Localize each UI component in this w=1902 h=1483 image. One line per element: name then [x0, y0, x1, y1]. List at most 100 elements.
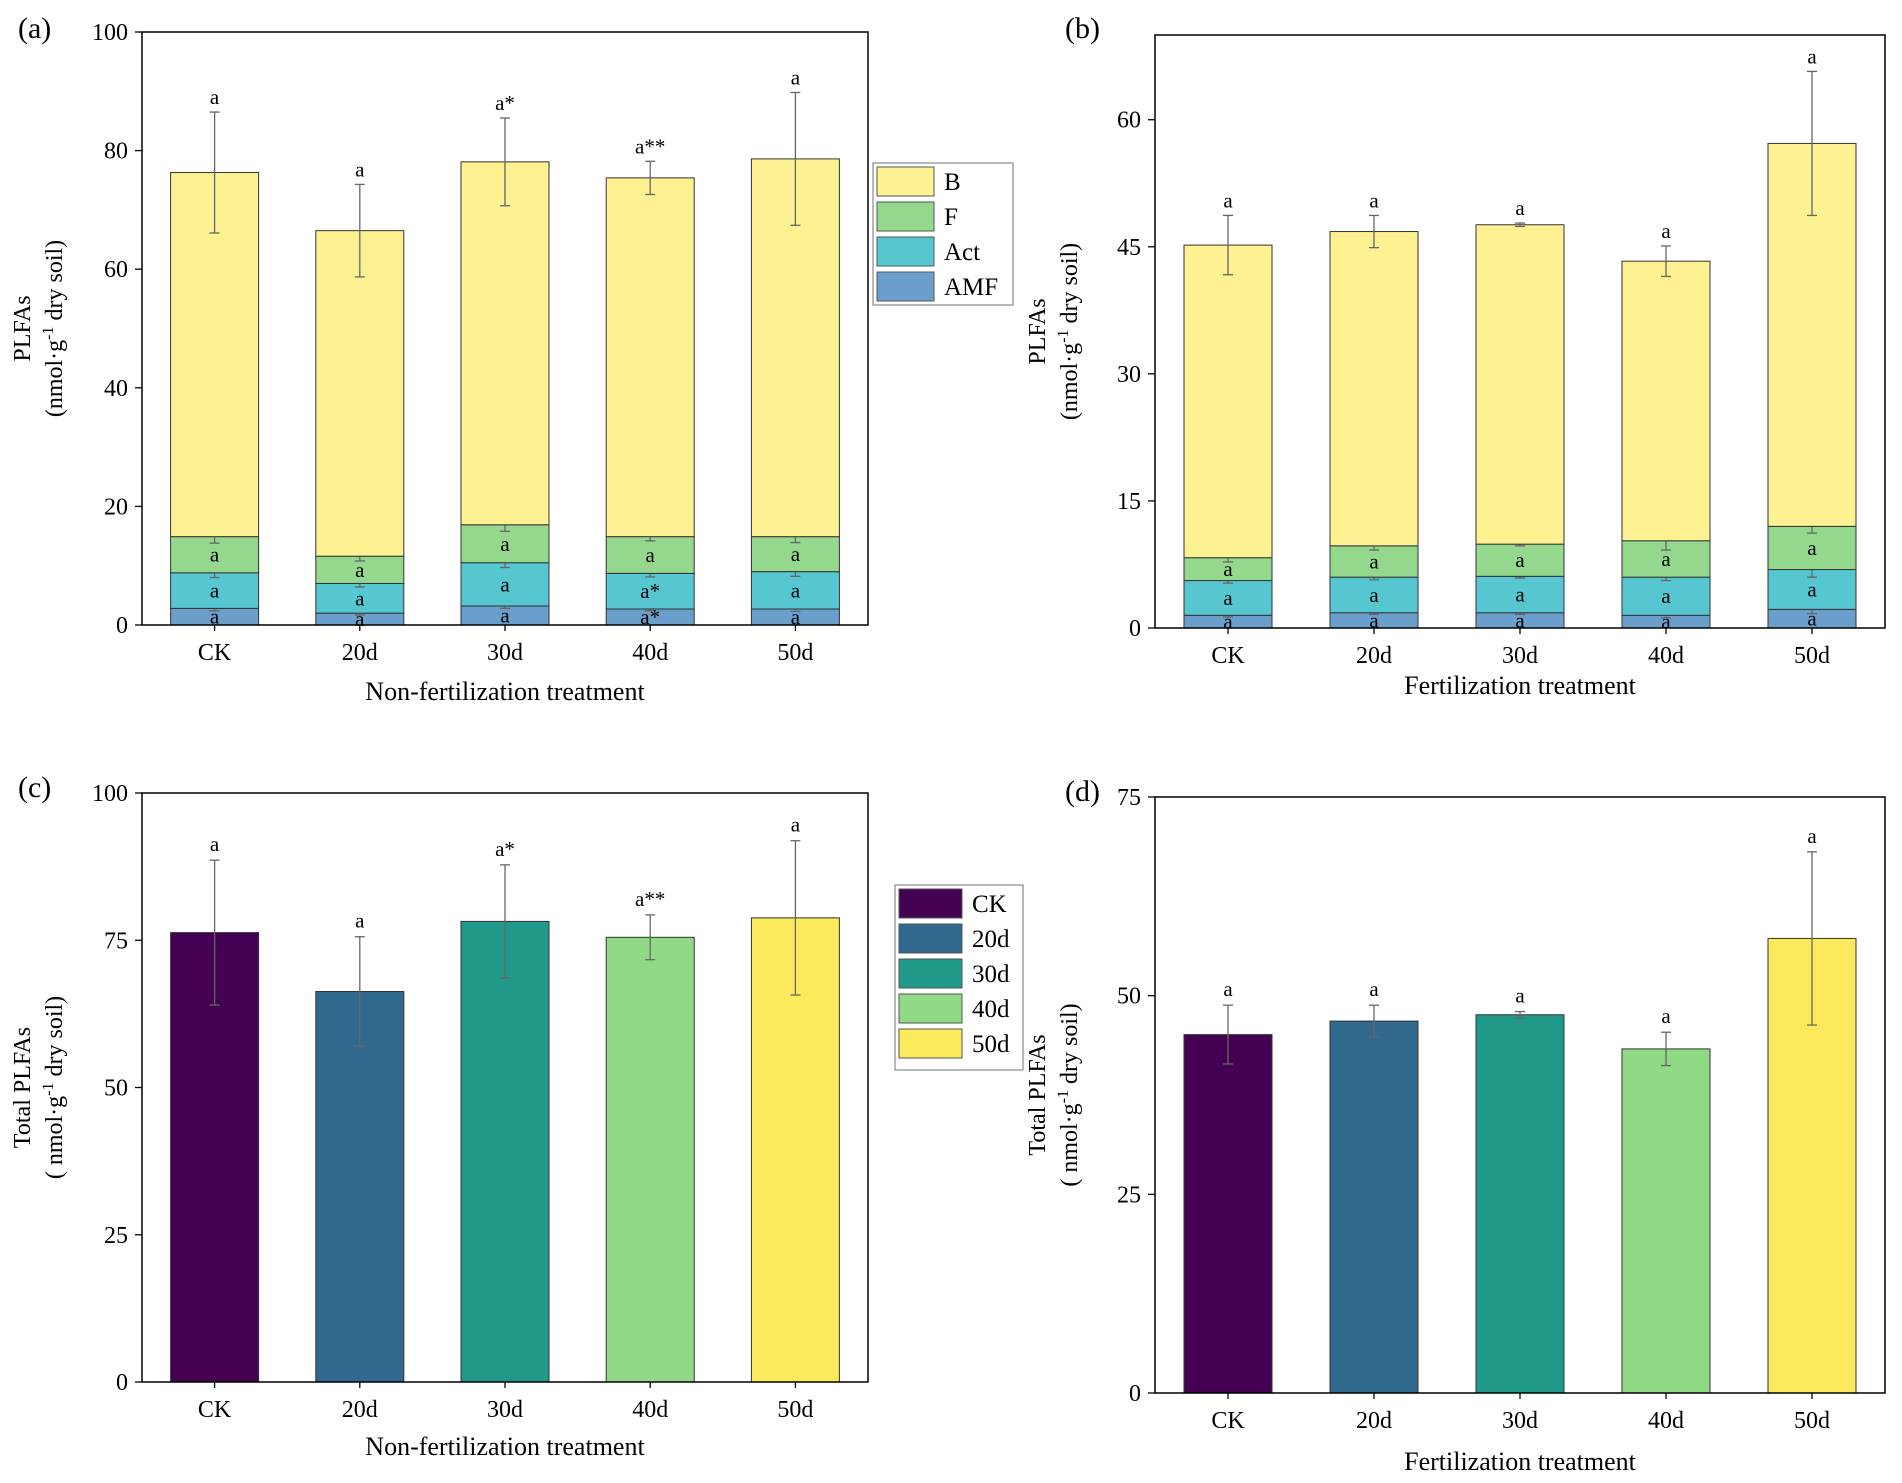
- bar-b-50d: [750, 158, 840, 538]
- significance-label: a: [210, 579, 220, 603]
- bar-b-40d: [1621, 260, 1711, 542]
- x-axis-label: Non-fertilization treatment: [365, 677, 645, 706]
- significance-label: a: [210, 543, 220, 567]
- x-axis-label: Fertilization treatment: [1404, 671, 1637, 700]
- y-axis-label-superscript: -1: [1055, 1090, 1072, 1103]
- significance-label: a: [1807, 536, 1817, 560]
- y-axis-label-units: (nmol·g-1 dry soil): [1055, 243, 1083, 420]
- x-tick-label: CK: [1211, 1408, 1245, 1434]
- y-tick-label: 40: [104, 376, 128, 402]
- y-tick-label: 75: [104, 928, 128, 954]
- y-tick-label: 0: [116, 613, 128, 639]
- significance-label: a*: [640, 605, 660, 629]
- y-tick-label: 0: [1129, 1381, 1141, 1407]
- significance-label: a: [1223, 586, 1233, 610]
- significance-label: a**: [635, 134, 665, 158]
- y-tick-label: 25: [1117, 1182, 1141, 1208]
- legend-label: Act: [944, 239, 980, 266]
- legend-swatch: [876, 166, 935, 197]
- bar-b-ck: [170, 172, 260, 538]
- y-tick-label: 50: [104, 1076, 128, 1102]
- x-tick-label: 30d: [487, 640, 523, 666]
- y-tick-label: 75: [1117, 785, 1141, 811]
- significance-label: a: [646, 543, 656, 567]
- bar-30d: [460, 920, 550, 1383]
- x-tick-label: 50d: [1794, 1408, 1830, 1434]
- significance-label: a: [355, 909, 365, 933]
- bar-ck: [1183, 1034, 1273, 1394]
- significance-label: a: [791, 813, 801, 837]
- y-axis-label-units: ( nmol·g-1 dry soil): [40, 996, 68, 1179]
- significance-label: a: [1661, 584, 1671, 608]
- legend-label: 40d: [972, 996, 1010, 1023]
- y-tick-label: 50: [1117, 984, 1141, 1010]
- y-axis-label-units: (nmol·g-1 dry soil): [40, 240, 68, 417]
- significance-label: a: [1515, 196, 1525, 220]
- significance-label: a: [1223, 610, 1233, 634]
- y-axis-label-part: (nmol·g: [1057, 343, 1083, 420]
- significance-label: a: [1807, 577, 1817, 601]
- y-tick-label: 100: [92, 20, 128, 46]
- bar-act-30d: [1475, 575, 1565, 614]
- x-tick-label: 50d: [777, 1397, 813, 1423]
- legend-swatch: [898, 888, 963, 919]
- bar-30d: [1475, 1014, 1565, 1394]
- plot-frame: [141, 31, 869, 626]
- significance-label: a: [1515, 548, 1525, 572]
- significance-label: a: [1223, 188, 1233, 212]
- bar-40d: [1621, 1048, 1711, 1394]
- significance-label: a: [1661, 547, 1671, 571]
- bar-f-40d: [605, 536, 695, 574]
- x-tick-label: CK: [198, 640, 232, 666]
- x-tick-label: 30d: [1502, 1408, 1538, 1434]
- bar-act-40d: [605, 572, 695, 610]
- significance-label: a: [500, 572, 510, 596]
- panel-label: (d): [1065, 775, 1100, 808]
- bar-40d: [605, 936, 695, 1383]
- x-tick-label: 40d: [1648, 643, 1684, 669]
- significance-label: a: [500, 604, 510, 628]
- significance-label: a: [355, 157, 365, 181]
- x-tick-label: 40d: [632, 640, 668, 666]
- legend-swatch: [898, 1028, 963, 1059]
- y-axis-label: PLFAs: [1025, 298, 1051, 364]
- bar-act-20d: [1329, 576, 1419, 614]
- plot-frame: [1154, 796, 1886, 1394]
- y-tick-label: 0: [1129, 616, 1141, 642]
- y-axis-label-part: (nmol·g: [42, 340, 68, 417]
- significance-label: a**: [635, 887, 665, 911]
- significance-label: a: [791, 578, 801, 602]
- y-axis-label-part: dry soil): [1057, 1003, 1083, 1090]
- legend-label: 30d: [972, 961, 1010, 988]
- legend: BF Act AMF: [872, 162, 1014, 306]
- significance-label: a: [355, 558, 365, 582]
- bar-act-ck: [1183, 580, 1273, 616]
- significance-label: a: [500, 532, 510, 556]
- legend-label: B: [944, 169, 961, 196]
- significance-label: a: [1515, 583, 1525, 607]
- significance-label: a: [1807, 44, 1817, 68]
- bar-act-20d: [315, 582, 405, 614]
- legend-swatch: [898, 993, 963, 1024]
- significance-label: a: [1223, 557, 1233, 581]
- panel-a: (a)aaaaCKaaaa20daaaa*30da*a*aa**40daaaa5…: [10, 12, 1014, 706]
- legend-swatch: [876, 271, 935, 302]
- significance-label: a: [791, 542, 801, 566]
- y-tick-label: 60: [1117, 108, 1141, 134]
- legend-label: AMF: [944, 274, 998, 301]
- legend-swatch: [876, 201, 935, 232]
- y-axis-label-part: dry soil): [42, 240, 68, 327]
- y-tick-label: 80: [104, 139, 128, 165]
- bar-f-20d: [1329, 545, 1419, 578]
- significance-label: a: [791, 65, 801, 89]
- x-tick-label: CK: [1211, 643, 1245, 669]
- significance-label: a*: [495, 837, 515, 861]
- y-tick-label: 15: [1117, 489, 1141, 515]
- panel-label: (a): [18, 12, 51, 45]
- bar-b-40d: [605, 177, 695, 538]
- significance-label: a: [1223, 977, 1233, 1001]
- bar-act-30d: [460, 562, 550, 607]
- significance-label: a: [355, 586, 365, 610]
- x-tick-label: 50d: [1794, 643, 1830, 669]
